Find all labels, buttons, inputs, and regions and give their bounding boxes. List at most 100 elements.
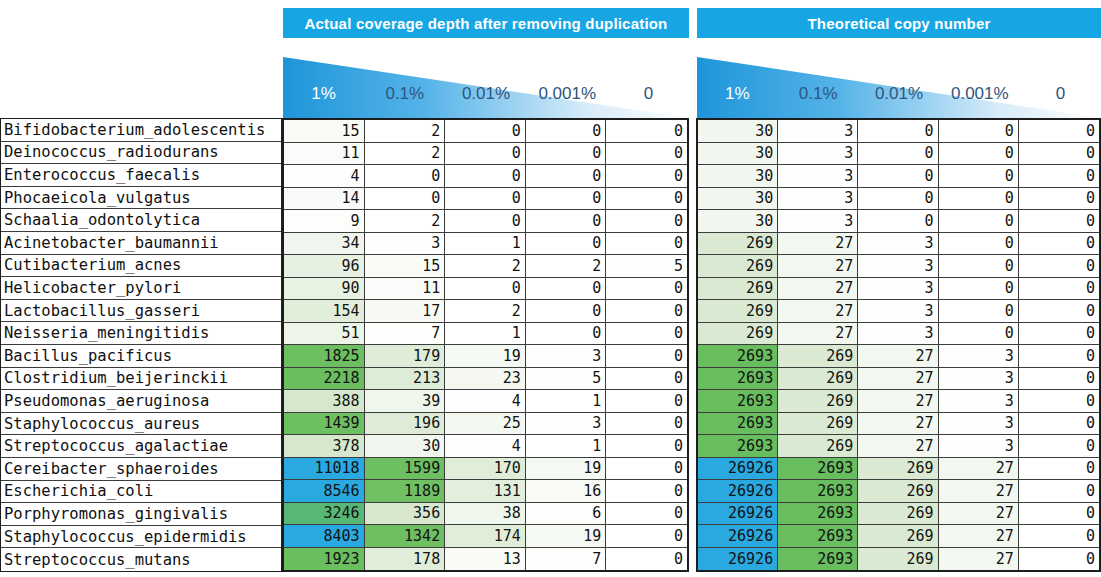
value-cell: 30 <box>698 210 778 233</box>
value-cell: 1439 <box>284 413 365 436</box>
value-cell: 0 <box>365 165 446 188</box>
value-cell: 269 <box>698 278 778 301</box>
value-cell: 16 <box>526 480 607 503</box>
species-name-column: Bifidobacterium_adolescentisDeinococcus_… <box>0 118 282 572</box>
value-cell: 15 <box>284 120 365 143</box>
value-cell: 179 <box>365 345 446 368</box>
value-cell: 3 <box>778 165 858 188</box>
column-header-0.1pct: 0.1% <box>778 72 859 104</box>
column-header-0.1pct: 0.1% <box>364 72 445 104</box>
value-cell: 0 <box>858 210 938 233</box>
value-cell: 4 <box>445 390 526 413</box>
column-headers-left: 1%0.1%0.01%0.001%0 <box>283 57 689 118</box>
value-cell: 2693 <box>778 503 858 526</box>
value-cell: 15 <box>365 255 446 278</box>
value-cell: 27 <box>778 278 858 301</box>
column-header-1pct: 1% <box>697 72 778 104</box>
value-cell: 27 <box>939 480 1019 503</box>
value-cell: 3 <box>858 233 938 256</box>
value-cell: 3 <box>778 120 858 143</box>
value-cell: 0 <box>526 210 607 233</box>
value-cell: 11 <box>284 143 365 166</box>
value-cell: 0 <box>939 278 1019 301</box>
value-cell: 4 <box>445 435 526 458</box>
value-cell: 3 <box>939 413 1019 436</box>
value-cell: 0 <box>606 233 687 256</box>
row-label: Escherichia_coli <box>1 481 281 504</box>
right-table-title-banner: Theoretical copy number <box>697 8 1101 38</box>
value-cell: 1189 <box>365 480 446 503</box>
value-cell: 27 <box>778 323 858 346</box>
value-cell: 269 <box>698 233 778 256</box>
value-cell: 27 <box>939 548 1019 571</box>
value-cell: 0 <box>858 188 938 211</box>
column-header-0: 0 <box>608 72 689 104</box>
value-cell: 213 <box>365 368 446 391</box>
value-cell: 269 <box>778 368 858 391</box>
value-cell: 0 <box>445 120 526 143</box>
value-cell: 2 <box>445 300 526 323</box>
value-cell: 0 <box>606 143 687 166</box>
value-cell: 19 <box>526 525 607 548</box>
value-cell: 0 <box>1019 210 1099 233</box>
row-label: Clostridium_beijerinckii <box>1 368 281 391</box>
value-cell: 14 <box>284 188 365 211</box>
value-cell: 0 <box>526 188 607 211</box>
value-cell: 0 <box>606 503 687 526</box>
value-cell: 0 <box>606 300 687 323</box>
value-cell: 0 <box>939 120 1019 143</box>
value-cell: 0 <box>1019 525 1099 548</box>
value-cell: 26926 <box>698 525 778 548</box>
value-cell: 0 <box>1019 233 1099 256</box>
value-cell: 0 <box>606 278 687 301</box>
value-cell: 2 <box>365 210 446 233</box>
value-cell: 0 <box>445 210 526 233</box>
value-cell: 0 <box>939 165 1019 188</box>
column-header-0.001pct: 0.001% <box>527 72 608 104</box>
value-cell: 6 <box>526 503 607 526</box>
value-cell: 11 <box>365 278 446 301</box>
value-cell: 27 <box>858 345 938 368</box>
value-cell: 25 <box>445 413 526 436</box>
value-cell: 378 <box>284 435 365 458</box>
value-cell: 0 <box>445 188 526 211</box>
value-cell: 269 <box>778 435 858 458</box>
value-cell: 30 <box>365 435 446 458</box>
value-cell: 0 <box>606 165 687 188</box>
value-cell: 9 <box>284 210 365 233</box>
value-cell: 1342 <box>365 525 446 548</box>
row-label: Porphyromonas_gingivalis <box>1 503 281 526</box>
column-header-1pct: 1% <box>283 72 364 104</box>
value-cell: 27 <box>778 233 858 256</box>
row-label: Acinetobacter_baumannii <box>1 232 281 255</box>
value-cell: 2693 <box>778 525 858 548</box>
row-label: Lactobacillus_gasseri <box>1 300 281 323</box>
value-cell: 269 <box>858 480 938 503</box>
value-cell: 0 <box>606 368 687 391</box>
value-cell: 0 <box>526 323 607 346</box>
column-header-0.001pct: 0.001% <box>939 72 1020 104</box>
value-cell: 0 <box>1019 368 1099 391</box>
value-cell: 26926 <box>698 458 778 481</box>
value-cell: 51 <box>284 323 365 346</box>
value-cell: 0 <box>939 210 1019 233</box>
value-cell: 0 <box>606 435 687 458</box>
column-header-0: 0 <box>1020 72 1101 104</box>
column-headers-right: 1%0.1%0.01%0.001%0 <box>697 57 1101 118</box>
row-label: Cereibacter_sphaeroides <box>1 458 281 481</box>
value-cell: 131 <box>445 480 526 503</box>
value-cell: 4 <box>284 165 365 188</box>
left-table-title-banner: Actual coverage depth after removing dup… <box>283 8 689 38</box>
value-cell: 3 <box>939 390 1019 413</box>
value-cell: 269 <box>858 525 938 548</box>
value-cell: 0 <box>606 548 687 571</box>
value-cell: 269 <box>778 345 858 368</box>
value-cell: 39 <box>365 390 446 413</box>
value-cell: 3 <box>526 413 607 436</box>
value-cell: 0 <box>1019 300 1099 323</box>
value-cell: 27 <box>778 255 858 278</box>
value-cell: 0 <box>858 120 938 143</box>
value-cell: 0 <box>1019 345 1099 368</box>
value-cell: 3 <box>939 345 1019 368</box>
value-cell: 26926 <box>698 548 778 571</box>
